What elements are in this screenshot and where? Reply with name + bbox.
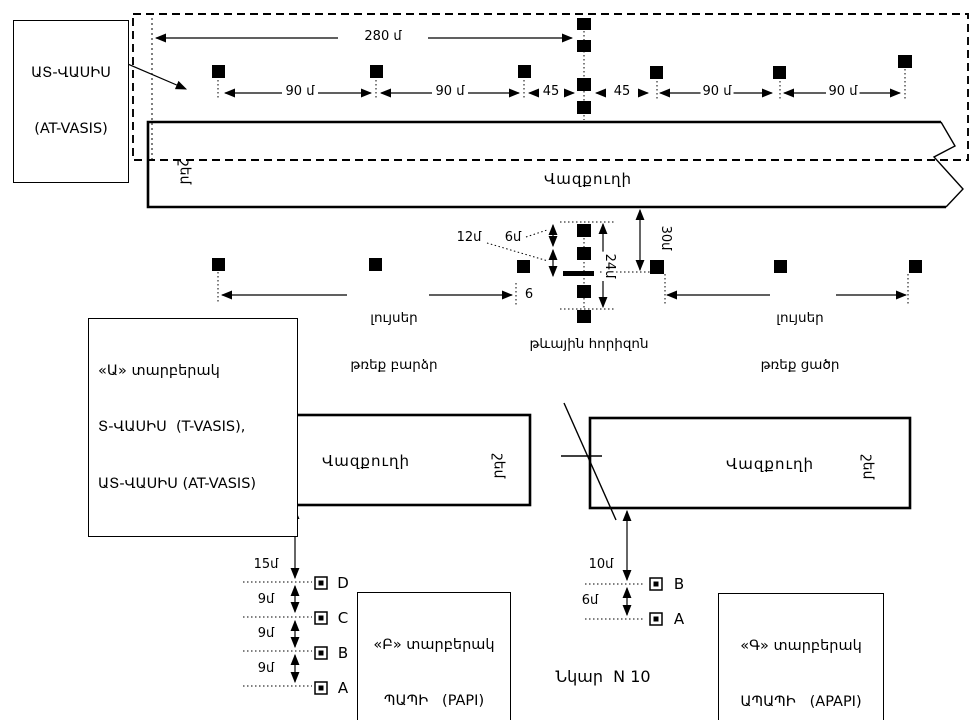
runway-label-apapi: Վազքուղի [725,454,815,473]
dim-label-90-3: 90 մ [700,83,734,100]
runway-label-papi: Վազքուղի [321,451,411,470]
dim-label-90-4: 90 մ [826,83,860,100]
light-label-d: D [337,573,349,592]
variant-a-box: «Ա» տարբերակ Տ-ՎԱՍԻՍ (T-VASIS), ԱՏ-ՎԱՍԻՍ… [88,318,298,538]
at-vasis-callout-line2: (AT-VASIS) [34,121,108,138]
threshold-label-top: շեմ [176,159,193,185]
papi-light-units [314,576,663,695]
variant-a-line2: Տ-ՎԱՍԻՍ (T-VASIS), [98,419,246,436]
profile-dims [220,208,908,309]
light-label-b2: B [673,574,685,593]
top-dotted-ticks [217,31,906,120]
fly-high-line2: թռեք բարձր [350,356,438,373]
threshold-label-apapi: շեմ [859,454,876,480]
variant-a-line1: «Ա» տարբերակ [98,362,220,379]
variant-a-line3: ԱՏ-ՎԱՍԻՍ (AT-VASIS) [98,475,257,492]
apapi-box: «Գ» տարբերակ ԱՊԱՊԻ (APAPI) [718,593,884,720]
dim-label-280: 280 մ [362,28,404,45]
runway-label-top: Վազքուղի [543,169,633,188]
dim-label-9m-1: 9մ [255,591,277,608]
dim-label-6m: 6մ [502,229,524,246]
at-vasis-callout-line1: ԱՏ-ՎԱՍԻՍ [31,64,111,81]
dim-label-24m: 24մ [601,251,618,281]
fly-low-line1: լույսեր [776,310,824,327]
apapi-runway-shape [561,402,912,521]
light-label-b: B [337,643,349,662]
dim-label-90-2: 90 մ [433,83,467,100]
dim-label-9m-2: 9մ [255,625,277,642]
dim-label-30m: 30մ [658,225,674,251]
apapi-box-line2: ԱՊԱՊԻ (APAPI) [740,694,862,711]
threshold-label-papi: շեմ [490,453,507,479]
papi-box-line1: «Բ» տարբերակ [373,636,495,653]
figure-caption: Նկար N 10 [555,667,651,687]
dim-label-6-offset: 6 [522,286,536,303]
fly-high-line1: լույսեր [370,310,418,327]
dim-label-45-2: 45 [611,83,633,100]
apapi-box-line1: «Գ» տարբերակ [740,637,862,654]
at-vasis-boundary [122,13,969,161]
dim-label-45-1: 45 [540,83,562,100]
light-label-a: A [337,678,349,697]
fly-low-line2: թռեք ցածր [760,356,840,373]
wing-horizon-label: թևային հորիզոն [529,336,649,352]
dim-label-10m: 10մ [586,556,616,573]
light-label-a2: A [673,609,685,628]
papi-dotted [243,581,312,687]
dim-label-6m-2: 6մ [579,592,601,609]
dim-label-90-1: 90 մ [283,83,317,100]
wing-horizon-bar [563,271,594,276]
fly-low-label: լույսեր թռեք ցածր [761,280,840,404]
dim-label-12m: 12մ [454,229,484,246]
at-vasis-callout: ԱՏ-ՎԱՍԻՍ (AT-VASIS) [13,20,129,183]
dim-label-9m-3: 9մ [255,660,277,677]
light-squares [212,18,922,323]
dim-label-15m: 15մ [251,556,281,573]
fly-high-label: լույսեր թռեք բարձր [350,280,437,404]
papi-box: «Բ» տարբերակ ՊԱՊԻ (PAPI) [357,592,511,720]
papi-box-line2: ՊԱՊԻ (PAPI) [383,693,485,710]
light-label-c: C [337,608,349,627]
top-runway-shape [146,120,964,209]
